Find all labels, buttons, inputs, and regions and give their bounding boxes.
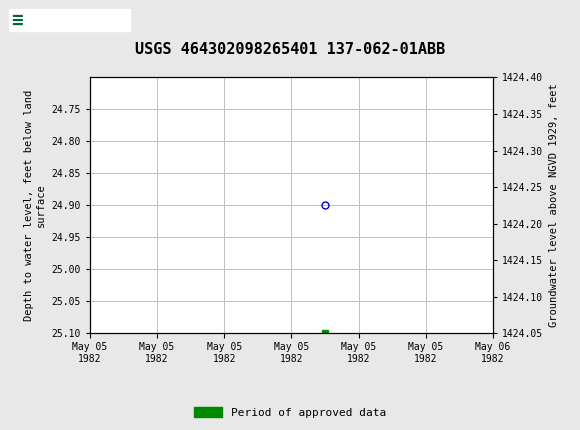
Text: USGS: USGS bbox=[48, 11, 99, 29]
Text: ≡: ≡ bbox=[12, 10, 23, 30]
Y-axis label: Groundwater level above NGVD 1929, feet: Groundwater level above NGVD 1929, feet bbox=[549, 83, 559, 327]
Y-axis label: Depth to water level, feet below land
surface: Depth to water level, feet below land su… bbox=[24, 90, 46, 321]
Legend: Period of approved data: Period of approved data bbox=[190, 403, 390, 422]
Bar bbox=[9, 9, 130, 31]
Text: USGS 464302098265401 137-062-01ABB: USGS 464302098265401 137-062-01ABB bbox=[135, 42, 445, 57]
